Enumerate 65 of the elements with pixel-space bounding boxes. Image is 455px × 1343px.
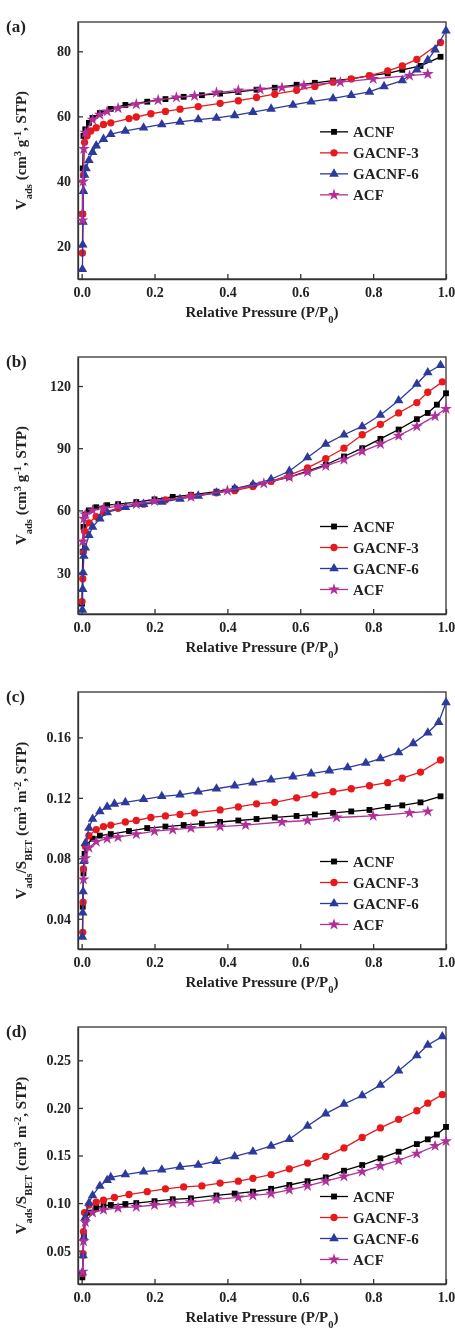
y-tick-label: 120 — [50, 379, 71, 394]
chart-title: (c) — [6, 687, 25, 706]
y-tick-label: 0.16 — [46, 730, 71, 746]
x-tick-label: 0.0 — [73, 284, 91, 300]
legend-label: GACNF-6 — [353, 1230, 420, 1247]
chart-title: (d) — [6, 1022, 27, 1041]
x-tick-label: 1.0 — [437, 619, 455, 635]
x-tick-label: 0.4 — [219, 1289, 237, 1305]
x-tick-label: 0.8 — [364, 284, 383, 300]
x-tick-label: 0.2 — [146, 284, 164, 300]
x-tick-label: 0.8 — [364, 619, 383, 635]
y-tick-label: 0.08 — [46, 851, 71, 867]
y-tick-label: 80 — [57, 44, 71, 60]
legend-label: GACNF-3 — [353, 1209, 419, 1226]
legend-label: GACNF-6 — [353, 895, 420, 912]
legend-label: ACF — [353, 916, 384, 933]
legend-label: ACNF — [353, 1188, 395, 1205]
legend-label: ACF — [353, 1251, 384, 1268]
legend-label: GACNF-3 — [353, 539, 419, 556]
x-axis-title: Relative Pressure (P/P$_{0}$) — [185, 1309, 339, 1330]
x-tick-label: 0.0 — [73, 954, 91, 970]
y-tick-label: 60 — [57, 503, 71, 519]
y-tick-label: 20 — [57, 239, 71, 255]
legend-label: GACNF-6 — [353, 560, 420, 577]
x-axis-title: Relative Pressure (P/P$_{0}$) — [185, 304, 339, 325]
legend-label: ACNF — [353, 518, 395, 535]
chart-title: (a) — [6, 17, 26, 36]
x-tick-label: 0.2 — [146, 954, 164, 970]
y-tick-label: 0.04 — [46, 911, 71, 927]
y-tick-label: 0.05 — [46, 1243, 71, 1259]
y-tick-label: 0.15 — [46, 1148, 71, 1164]
x-tick-label: 0.2 — [146, 619, 164, 635]
x-tick-label: 0.2 — [146, 1289, 164, 1305]
legend-label: GACNF-3 — [353, 145, 419, 162]
y-tick-label: 40 — [57, 174, 71, 190]
x-tick-label: 0.0 — [73, 619, 91, 635]
y-tick-label: 60 — [57, 109, 71, 125]
legend-label: ACF — [353, 581, 384, 598]
x-tick-label: 0.4 — [219, 619, 237, 635]
x-tick-label: 0.8 — [364, 1289, 383, 1305]
x-tick-label: 0.8 — [364, 954, 383, 970]
x-tick-label: 0.6 — [292, 954, 310, 970]
x-tick-label: 0.4 — [219, 284, 237, 300]
x-tick-label: 1.0 — [437, 1289, 455, 1305]
x-tick-label: 1.0 — [437, 954, 455, 970]
y-tick-label: 90 — [57, 441, 71, 457]
x-axis-title: Relative Pressure (P/P$_{0}$) — [185, 639, 339, 660]
y-tick-label: 0.20 — [46, 1100, 71, 1116]
legend-label: ACF — [353, 187, 384, 204]
x-tick-label: 0.6 — [292, 284, 310, 300]
x-axis-title: Relative Pressure (P/P$_{0}$) — [185, 974, 339, 995]
legend-label: GACNF-6 — [353, 166, 420, 183]
legend-label: ACNF — [353, 853, 395, 870]
x-tick-label: 0.6 — [292, 1289, 310, 1305]
x-tick-label: 1.0 — [437, 284, 455, 300]
y-tick-label: 0.12 — [46, 790, 71, 806]
legend-label: ACNF — [353, 124, 395, 141]
x-tick-label: 0.4 — [219, 954, 237, 970]
x-tick-label: 0.6 — [292, 619, 310, 635]
y-tick-label: 30 — [57, 565, 71, 581]
y-tick-label: 0.25 — [46, 1053, 71, 1069]
legend-label: GACNF-3 — [353, 874, 419, 891]
y-tick-label: 0.10 — [46, 1196, 71, 1212]
x-tick-label: 0.0 — [73, 1289, 91, 1305]
chart-title: (b) — [6, 352, 27, 371]
